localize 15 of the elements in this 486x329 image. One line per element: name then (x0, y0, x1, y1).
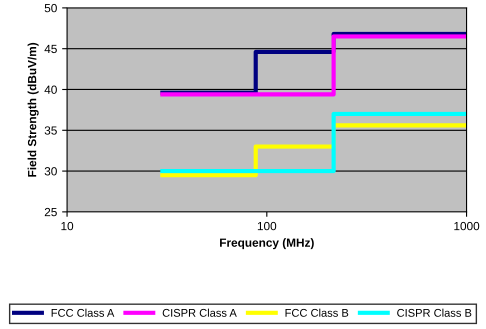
x-axis-title: Frequency (MHz) (220, 238, 314, 250)
legend-label: CISPR Class A (162, 308, 237, 317)
y-axis-title: Field Strength (dBuV/m) (28, 42, 39, 177)
legend-label: FCC Class B (286, 308, 348, 317)
y-tick-label: 35 (44, 126, 57, 135)
x-tick-label: 10 (61, 222, 74, 230)
legend-label: CISPR Class B (397, 308, 472, 317)
y-tick-label: 45 (44, 44, 57, 54)
x-tick-label: 1000 (454, 222, 480, 230)
legend-label: FCC Class A (52, 308, 114, 317)
y-tick-label: 30 (44, 167, 57, 176)
y-tick-label: 50 (44, 4, 57, 12)
x-tick-label: 100 (258, 222, 276, 230)
y-tick-label: 40 (44, 86, 57, 94)
y-tick-label: 25 (44, 208, 57, 216)
